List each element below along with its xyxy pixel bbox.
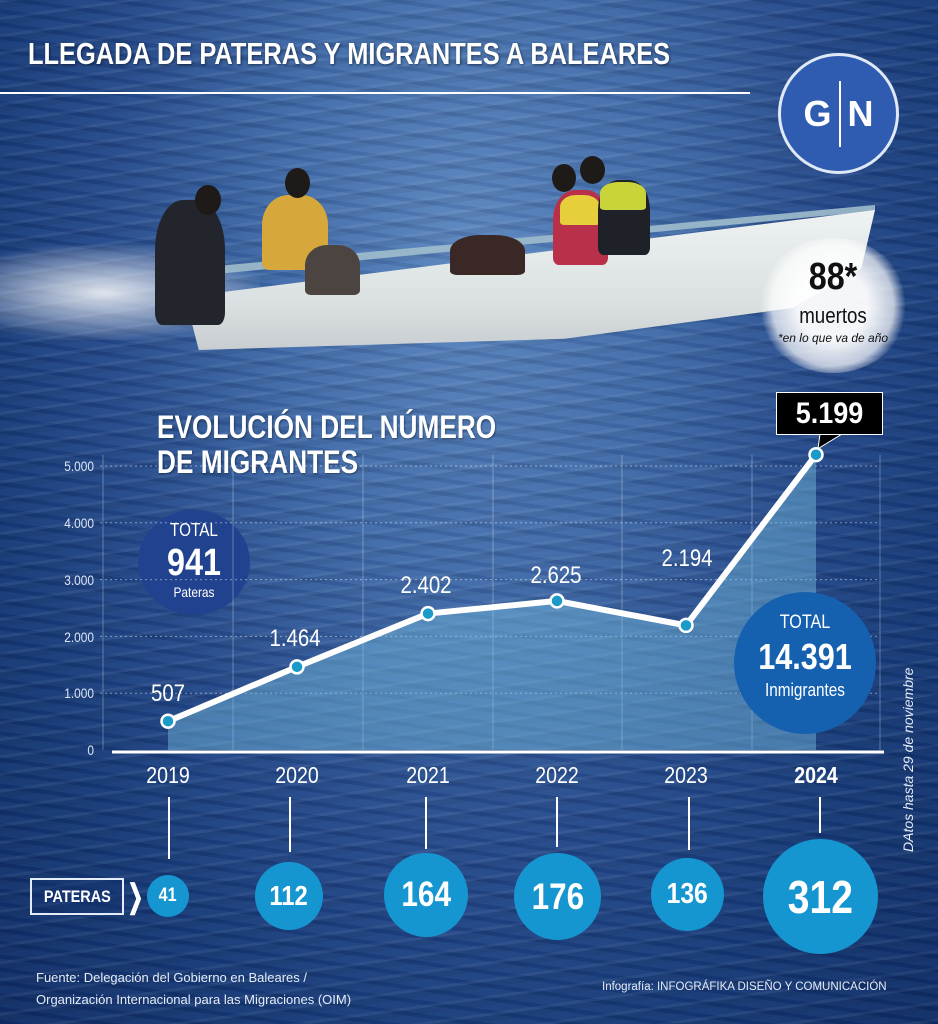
chevron-right-icon: ❯ bbox=[127, 878, 144, 914]
y-tick: 5.000 bbox=[64, 458, 94, 474]
life-vest bbox=[600, 182, 646, 210]
total-pateras-badge: TOTAL 941 Pateras bbox=[138, 510, 250, 615]
data-label-2020: 1.464 bbox=[269, 625, 321, 652]
area-fill bbox=[168, 454, 816, 750]
trend-line bbox=[166, 452, 819, 724]
source-line-2: Organización Internacional para las Migr… bbox=[36, 992, 352, 1007]
pateras-bubble-2024: 312 bbox=[763, 839, 878, 954]
year-label: 2021 bbox=[406, 762, 450, 788]
connector-line bbox=[168, 797, 170, 859]
callout-2024: 5.199 bbox=[776, 392, 883, 435]
total-pateras-label: TOTAL bbox=[170, 520, 218, 540]
credit-note: Infografía: INFOGRÁFIKA DISEÑO Y COMUNIC… bbox=[602, 981, 887, 993]
data-label-2023: 2.194 bbox=[661, 545, 713, 572]
total-immigrants-value: 14.391 bbox=[758, 636, 852, 677]
callout-pointer bbox=[817, 433, 844, 450]
pateras-value: 136 bbox=[666, 878, 709, 910]
data-point bbox=[289, 659, 305, 675]
deaths-label: muertos bbox=[799, 303, 867, 328]
data-label-2024: 5.199 bbox=[795, 397, 864, 430]
pateras-value: 112 bbox=[269, 880, 309, 911]
data-label-2022: 2.625 bbox=[530, 562, 582, 589]
page-title: LLEGADA DE PATERAS Y MIGRANTES A BALEARE… bbox=[28, 36, 671, 71]
pateras-value: 41 bbox=[159, 885, 177, 906]
chart-title-line1: EVOLUCIÓN DEL NÚMERO bbox=[157, 409, 497, 445]
pateras-value: 176 bbox=[531, 875, 584, 917]
y-tick: 3.000 bbox=[64, 572, 94, 588]
title-divider bbox=[0, 92, 750, 94]
data-point bbox=[549, 593, 565, 609]
person-head bbox=[580, 156, 605, 184]
total-pateras-unit: Pateras bbox=[173, 584, 215, 600]
logo-separator bbox=[838, 80, 841, 147]
pateras-bubble-2019: 41 bbox=[147, 875, 189, 917]
connector-line bbox=[819, 797, 821, 833]
deaths-note: *en lo que va de año bbox=[777, 331, 889, 345]
pateras-value: 312 bbox=[787, 870, 854, 923]
boat-photo bbox=[0, 150, 938, 390]
deaths-value: 88* bbox=[808, 256, 858, 298]
year-label: 2019 bbox=[146, 762, 190, 788]
y-tick: 2.000 bbox=[64, 629, 94, 645]
total-immigrants-unit: Inmigrantes bbox=[765, 680, 845, 700]
data-point bbox=[808, 446, 824, 463]
total-immigrants-badge: TOTAL 14.391 Inmigrantes bbox=[734, 592, 876, 734]
data-point bbox=[678, 617, 694, 634]
pateras-label-text: PATERAS bbox=[43, 887, 111, 906]
data-label-2021: 2.402 bbox=[400, 572, 452, 599]
total-immigrants-label: TOTAL bbox=[779, 612, 831, 633]
connector-line bbox=[688, 797, 690, 850]
pateras-bubble-2020: 112 bbox=[255, 862, 323, 930]
pateras-bubble-2021: 164 bbox=[384, 853, 468, 937]
year-label: 2023 bbox=[664, 762, 708, 788]
person bbox=[305, 245, 360, 295]
chart-title-line2: DE MIGRANTES bbox=[157, 444, 359, 480]
person bbox=[450, 235, 525, 275]
connector-line bbox=[425, 797, 427, 849]
year-label: 2022 bbox=[535, 762, 579, 788]
y-tick: 0 bbox=[87, 742, 94, 758]
pateras-label: PATERAS bbox=[30, 878, 124, 915]
gn-logo: G N bbox=[778, 53, 899, 174]
logo-letter-n: N bbox=[847, 92, 874, 134]
total-pateras-value: 941 bbox=[167, 542, 221, 584]
connector-line bbox=[289, 797, 291, 852]
date-note: DAtos hasta 29 de noviembre bbox=[900, 667, 916, 852]
y-tick: 4.000 bbox=[64, 515, 94, 531]
life-vest bbox=[560, 195, 600, 225]
data-point bbox=[420, 605, 436, 622]
year-label: 2024 bbox=[794, 762, 838, 788]
year-label: 2020 bbox=[275, 762, 319, 788]
pateras-bubble-2023: 136 bbox=[651, 858, 724, 931]
pateras-value: 164 bbox=[401, 875, 451, 914]
person-head bbox=[285, 168, 310, 198]
source-line-1: Fuente: Delegación del Gobierno en Balea… bbox=[36, 970, 308, 985]
person-head bbox=[552, 164, 576, 192]
data-point bbox=[160, 713, 176, 729]
data-label-2019: 507 bbox=[150, 680, 186, 707]
person-head bbox=[195, 185, 221, 215]
logo-letter-g: G bbox=[803, 92, 832, 134]
connector-line bbox=[556, 797, 558, 847]
person bbox=[155, 200, 225, 325]
pateras-bubble-2022: 176 bbox=[514, 853, 601, 940]
y-tick: 1.000 bbox=[64, 685, 94, 701]
chart-title: EVOLUCIÓN DEL NÚMERO DE MIGRANTES bbox=[157, 410, 496, 480]
deaths-badge: 88* muertos *en lo que va de año bbox=[758, 238, 908, 373]
source-note: Fuente: Delegación del Gobierno en Balea… bbox=[36, 967, 351, 1011]
